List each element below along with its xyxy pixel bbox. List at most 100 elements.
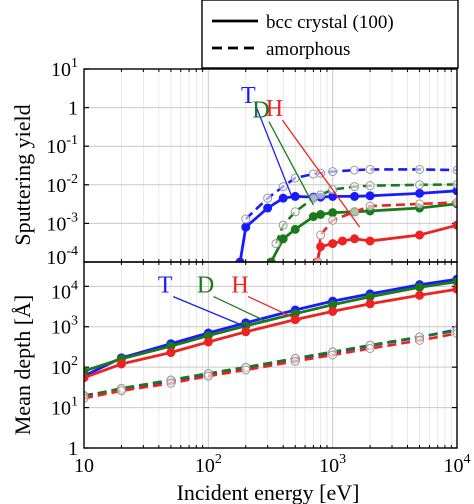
data-point-open-H (241, 365, 251, 375)
data-point-open-T (263, 193, 273, 203)
ylabel-bottom: Mean depth [Å] (10, 295, 35, 436)
data-point-open-T (241, 214, 251, 224)
data-point-open-D (365, 181, 375, 191)
data-point-open-H (365, 343, 375, 353)
data-point-open-H (166, 378, 176, 388)
annotation-label-H: H (231, 273, 248, 299)
x-tick-label-exponent: 4 (464, 452, 471, 467)
data-point-H (338, 236, 348, 246)
y-tick-label: 10-2 (46, 172, 78, 197)
y-tick-label-exponent: -1 (66, 133, 78, 148)
y-tick-label: 10-1 (46, 133, 78, 158)
x-tick-label-mantissa: 10 (444, 455, 464, 477)
data-point-open-D (452, 179, 457, 189)
y-tick-label-mantissa: 10 (46, 175, 66, 197)
data-point-open-T (365, 164, 375, 174)
y-tick-label-exponent: -3 (66, 210, 78, 225)
y-tick-label-mantissa: 1 (68, 98, 78, 120)
data-point-H (365, 236, 375, 246)
data-point-open-H (290, 356, 300, 366)
data-point-open-T (415, 164, 425, 174)
data-point-D (290, 224, 300, 234)
data-point-D (266, 257, 276, 262)
y-tick-label-exponent: 3 (71, 314, 78, 329)
x-tick-label-mantissa: 10 (319, 455, 339, 477)
annotation-leader-T (172, 295, 247, 328)
y-tick-label-exponent: -2 (66, 172, 78, 187)
data-point-H (328, 239, 338, 249)
legend: bcc crystal (100) amorphous (201, 0, 459, 69)
y-tick-label: 101 (51, 395, 78, 420)
data-point-open-D (316, 190, 326, 200)
data-point-D (84, 366, 89, 376)
y-tick-label-mantissa: 10 (46, 213, 66, 235)
data-point-T (415, 188, 425, 198)
data-point-open-D (415, 180, 425, 190)
y-tick-label-mantissa: 10 (46, 136, 66, 158)
annotation-label-H: H (266, 96, 283, 122)
data-point-H (166, 348, 176, 358)
data-point-H (84, 373, 89, 383)
annotation-label-T: T (158, 273, 173, 299)
y-tick-label-mantissa: 10 (51, 398, 71, 420)
y-tick-label-exponent: 1 (71, 395, 78, 410)
x-tick-label-exponent: 3 (339, 452, 346, 467)
annotation-leader-T (255, 106, 294, 199)
x-tick-label-mantissa: 10 (195, 455, 215, 477)
data-point-H (116, 359, 126, 369)
data-point-H (415, 290, 425, 300)
series-line-D-solid (84, 280, 457, 373)
y-tick-label-mantissa: 10 (51, 317, 71, 339)
annotation-leader-D (268, 121, 314, 206)
data-point-H (452, 220, 457, 230)
y-tick-label-exponent: 2 (71, 354, 78, 369)
data-point-H (365, 299, 375, 309)
data-point-T (263, 203, 273, 213)
y-tick-label: 103 (51, 314, 78, 339)
legend-label: bcc crystal (100) (266, 12, 394, 33)
x-tick-label: 102 (195, 452, 222, 477)
data-point-T (241, 222, 251, 232)
series-line-T-solid (84, 277, 457, 378)
annotation-leader-D (213, 296, 268, 323)
data-point-T (350, 191, 360, 201)
y-tick-label: 1 (68, 98, 78, 120)
series-line-D-dashed (84, 329, 457, 398)
legend-box (201, 0, 459, 69)
annotation-label-D: D (197, 273, 214, 299)
plot-area (235, 164, 457, 262)
data-point-open-H (452, 197, 457, 207)
y-tick-label: 102 (51, 354, 78, 379)
data-point-open-H (350, 207, 360, 217)
data-point-D (452, 277, 457, 287)
data-point-H (415, 230, 425, 240)
series-line-H-solid (315, 223, 457, 262)
data-point-open-H (84, 393, 89, 403)
y-tick-label-exponent: 4 (71, 278, 78, 293)
series-line-H-dashed (84, 332, 457, 400)
data-point-open-H (316, 230, 326, 240)
y-tick-label: 10-3 (46, 210, 78, 235)
data-point-open-H (116, 386, 126, 396)
y-tick-label: 1 (68, 438, 78, 460)
data-point-T (278, 193, 288, 203)
y-tick-label-exponent: 1 (71, 56, 78, 71)
data-point-open-T (452, 165, 457, 175)
y-tick-label-mantissa: 1 (68, 438, 78, 460)
plot-area (84, 274, 457, 403)
annotation-leader-H (247, 296, 301, 322)
x-tick-label: 103 (319, 452, 346, 477)
xlabel: Incident energy [eV] (177, 480, 360, 504)
data-point-H (203, 337, 213, 347)
x-tick-label-exponent: 2 (215, 452, 222, 467)
data-point-open-H (313, 257, 323, 262)
data-point-D (278, 234, 288, 244)
y-tick-label-mantissa: 10 (51, 59, 71, 81)
series-line-T-solid (238, 189, 457, 262)
series-line-D-solid (269, 202, 457, 262)
data-point-H (241, 327, 251, 337)
data-point-open-D (271, 239, 281, 249)
